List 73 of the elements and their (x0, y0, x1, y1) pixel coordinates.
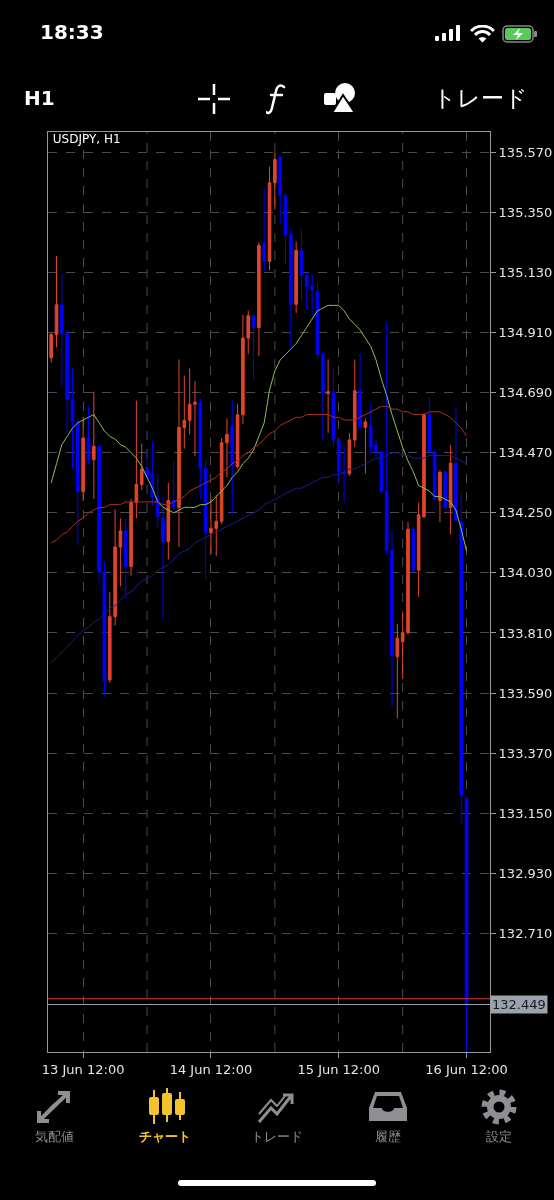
candlestick (134, 400, 139, 519)
candlestick (166, 482, 171, 561)
candlestick (49, 332, 53, 364)
x-tick-label: 13 Jun 12:00 (41, 1061, 125, 1077)
y-tick-label: 132.930 (498, 865, 553, 881)
candlestick (123, 517, 128, 600)
chart-title: USDJPY, H1 (52, 132, 121, 147)
candlestick (86, 405, 91, 466)
candlestick (326, 358, 330, 434)
y-tick-label: 133.590 (498, 685, 553, 701)
y-tick-label: 134.470 (498, 445, 553, 461)
candlestick (91, 391, 96, 500)
candlestick (289, 226, 293, 348)
candlestick (203, 459, 208, 580)
line-series (50, 304, 468, 552)
text: 履歴 (374, 1128, 402, 1146)
text: トレード (433, 84, 528, 113)
candlestick (395, 623, 400, 719)
candlestick (278, 155, 282, 225)
candlestick (161, 496, 165, 619)
text: 気配値 (33, 1128, 75, 1146)
candlestick (171, 460, 176, 512)
y-tick-label: 134.690 (498, 385, 553, 401)
candlestick (443, 469, 448, 511)
candlestick (427, 396, 432, 455)
candlestick (432, 449, 437, 502)
candlestick (438, 469, 442, 523)
candlestick (454, 407, 458, 523)
ref-line-label: 132.449 (492, 997, 546, 1012)
candlestick (81, 416, 85, 502)
candlestick (230, 400, 235, 516)
y-tick-label: 134.030 (498, 565, 553, 581)
candlestick (294, 241, 298, 314)
y-tick-label: 134.910 (498, 325, 553, 341)
candlestick (198, 397, 203, 500)
candlestick (262, 187, 267, 273)
candlestick (358, 353, 362, 430)
text: 18:33 (40, 20, 104, 44)
candlestick (347, 432, 352, 477)
y-tick-label: 135.570 (498, 145, 553, 161)
candlestick (257, 242, 261, 357)
text: H1 (24, 86, 55, 110)
candlestick (139, 442, 144, 491)
x-tick-label: 15 Jun 12:00 (297, 1061, 381, 1077)
candlestick (251, 314, 256, 380)
candlestick (363, 417, 368, 475)
y-tick-label: 132.710 (498, 925, 553, 941)
candlestick (299, 228, 304, 302)
candlestick (54, 255, 59, 348)
y-tick-label: 135.130 (498, 265, 553, 281)
text: チャート (138, 1128, 192, 1146)
x-tick-label: 16 Jun 12:00 (425, 1061, 508, 1077)
candlestick (283, 192, 288, 266)
candlestick (459, 492, 464, 824)
candlestick (129, 498, 133, 577)
candlestick (464, 796, 469, 1052)
text: 設定 (485, 1128, 513, 1146)
candlestick (320, 350, 325, 441)
text: トレード (250, 1128, 304, 1146)
candlestick (352, 358, 357, 448)
candlestick (448, 444, 453, 535)
y-tick-label: 133.150 (498, 805, 553, 821)
candlestick (411, 526, 416, 573)
y-tick-label: 134.250 (498, 505, 553, 521)
candlestick (70, 367, 75, 469)
line-series (50, 405, 468, 544)
y-tick-label: 133.370 (498, 745, 553, 761)
candlestick (76, 417, 80, 546)
candlestick (331, 367, 336, 448)
y-tick-label: 133.810 (498, 625, 553, 641)
x-tick-label: 14 Jun 12:00 (169, 1061, 253, 1077)
line-series (50, 452, 468, 664)
y-tick-label: 135.350 (498, 205, 553, 221)
